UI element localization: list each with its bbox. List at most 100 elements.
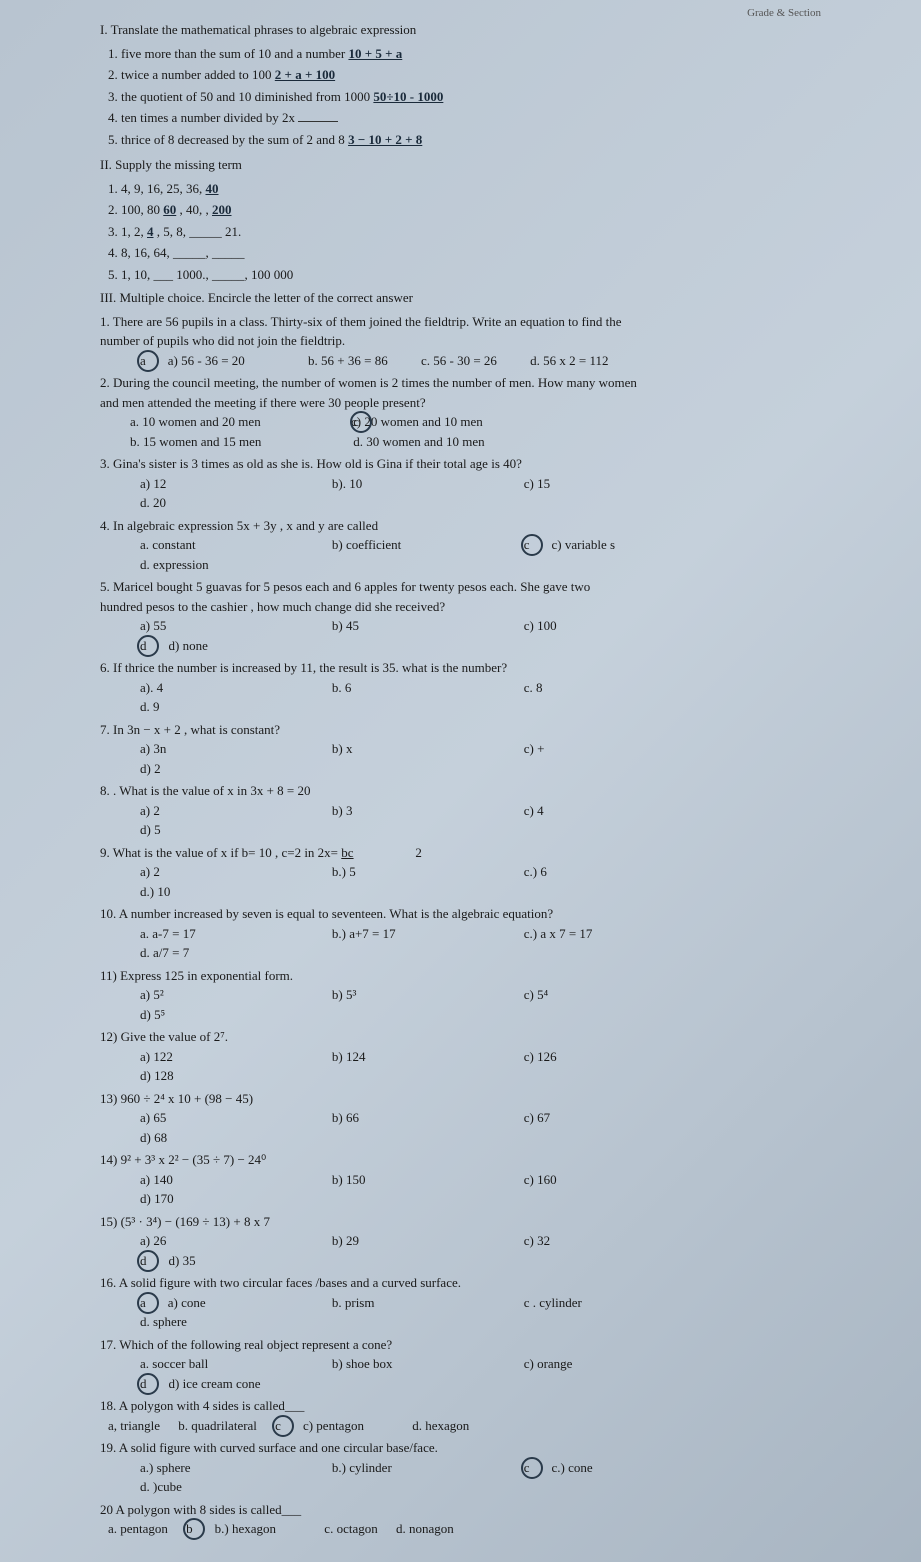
q14-c: c) 160 xyxy=(524,1170,683,1190)
q9: 9. What is the value of x if b= 10 , c=2… xyxy=(100,843,861,902)
q12-a: a) 122 xyxy=(140,1047,299,1067)
q9-choices: a) 2 b.) 5 c.) 6 d.) 10 xyxy=(100,862,861,901)
q16: 16. A solid figure with two circular fac… xyxy=(100,1273,861,1332)
q4-c-circled: c xyxy=(524,535,530,555)
q17-a: a. soccer ball xyxy=(140,1354,299,1374)
p1-i3-text: the quotient of 50 and 10 diminished fro… xyxy=(121,89,370,104)
p1-i5-num: 5. xyxy=(108,132,118,147)
q7-text: 7. In 3n − x + 2 , what is constant? xyxy=(100,720,861,740)
q14-a: a) 140 xyxy=(140,1170,299,1190)
p1-i4-blank xyxy=(298,121,338,122)
q2: 2. During the council meeting, the numbe… xyxy=(100,373,861,451)
q16-c: c . cylinder xyxy=(524,1293,683,1313)
q18-d: d. hexagon xyxy=(412,1416,469,1436)
q2-row1: a. 10 women and 20 men cc) 20 women and … xyxy=(100,412,861,432)
q1-choices: aa) 56 - 36 = 20 b. 56 + 36 = 86 c. 56 -… xyxy=(100,351,861,371)
p2-i2-ans: 200 xyxy=(212,202,232,217)
q2-text: 2. During the council meeting, the numbe… xyxy=(100,373,861,393)
q19-text: 19. A solid figure with curved surface a… xyxy=(100,1438,861,1458)
p1-i3-num: 3. xyxy=(108,89,118,104)
q3-a: a) 12 xyxy=(140,474,299,494)
q5-text2: hundred pesos to the cashier , how much … xyxy=(100,597,861,617)
p2-i3-rest: , 5, 8, _____ 21. xyxy=(157,224,242,239)
q6-c: c. 8 xyxy=(524,678,683,698)
q20-d: d. nonagon xyxy=(396,1519,454,1539)
q8: 8. . What is the value of x in 3x + 8 = … xyxy=(100,781,861,840)
q16-a: a) cone xyxy=(168,1293,206,1313)
q17-text: 17. Which of the following real object r… xyxy=(100,1335,861,1355)
q14-text: 14) 9² + 3³ x 2² − (35 ÷ 7) − 24⁰ xyxy=(100,1150,861,1170)
q4-b: b) coefficient xyxy=(332,535,491,555)
p1-i5-text: thrice of 8 decreased by the sum of 2 an… xyxy=(121,132,345,147)
q14-b: b) 150 xyxy=(332,1170,491,1190)
p2-i1-line: 1. 4, 9, 16, 25, 36, xyxy=(108,181,202,196)
q4-a: a. constant xyxy=(140,535,299,555)
p1-item-2: 2. twice a number added to 100 2 + a + 1… xyxy=(100,65,861,85)
q14-choices: a) 140 b) 150 c) 160 d) 170 xyxy=(100,1170,861,1209)
q20-a: a. pentagon xyxy=(108,1519,168,1539)
q7-a: a) 3n xyxy=(140,739,299,759)
q5-choices: a) 55 b) 45 c) 100 dd) none xyxy=(100,616,861,655)
q20-b-circled: b xyxy=(186,1519,193,1539)
q8-a: a) 2 xyxy=(140,801,299,821)
q19-c-circled: c xyxy=(524,1458,530,1478)
p1-i4-num: 4. xyxy=(108,110,118,125)
part2-title: II. Supply the missing term xyxy=(100,155,861,175)
p1-i4-text: ten times a number divided by 2x xyxy=(121,110,295,125)
q5-d-circled: d xyxy=(140,636,147,656)
q6-a: a). 4 xyxy=(140,678,299,698)
q20: 20 A polygon with 8 sides is called___ a… xyxy=(100,1500,861,1539)
p1-i1-text: five more than the sum of 10 and a numbe… xyxy=(121,46,345,61)
part3-title: III. Multiple choice. Encircle the lette… xyxy=(100,288,861,308)
q8-b: b) 3 xyxy=(332,801,491,821)
p2-i2-line: 2. 100, 80 xyxy=(108,202,160,217)
q1-text: 1. There are 56 pupils in a class. Thirt… xyxy=(100,312,861,332)
q13-b: b) 66 xyxy=(332,1108,491,1128)
q13: 13) 960 ÷ 2⁴ x 10 + (98 − 45) a) 65 b) 6… xyxy=(100,1089,861,1148)
q15-a: a) 26 xyxy=(140,1231,299,1251)
q15-d-circled: d xyxy=(140,1251,147,1271)
q15-text: 15) (5³ · 3⁴) − (169 ÷ 13) + 8 x 7 xyxy=(100,1212,861,1232)
q16-choices: aa) cone b. prism c . cylinder d. sphere xyxy=(100,1293,861,1332)
q2-c-circled: c xyxy=(353,412,359,432)
q5-d: d) none xyxy=(169,636,208,656)
p2-i3-line: 3. 1, 2, xyxy=(108,224,144,239)
q11-choices: a) 5² b) 5³ c) 5⁴ d) 5⁵ xyxy=(100,985,861,1024)
q12-c: c) 126 xyxy=(524,1047,683,1067)
q15-c: c) 32 xyxy=(524,1231,683,1251)
q15: 15) (5³ · 3⁴) − (169 ÷ 13) + 8 x 7 a) 26… xyxy=(100,1212,861,1271)
p2-i3-mid: 4 xyxy=(147,224,154,239)
q3: 3. Gina's sister is 3 times as old as sh… xyxy=(100,454,861,513)
q10-text: 10. A number increased by seven is equal… xyxy=(100,904,861,924)
q8-text: 8. . What is the value of x in 3x + 8 = … xyxy=(100,781,861,801)
q13-c: c) 67 xyxy=(524,1108,683,1128)
q6-d: d. 9 xyxy=(140,697,299,717)
q7-c: c) + xyxy=(524,739,683,759)
q17-d-circled: d xyxy=(140,1374,147,1394)
q15-b: b) 29 xyxy=(332,1231,491,1251)
q6-b: b. 6 xyxy=(332,678,491,698)
q9-b: b.) 5 xyxy=(332,862,491,882)
p2-item-3: 3. 1, 2, 4 , 5, 8, _____ 21. xyxy=(100,222,861,242)
q1: 1. There are 56 pupils in a class. Thirt… xyxy=(100,312,861,371)
q3-choices: a) 12 b). 10 c) 15 d. 20 xyxy=(100,474,861,513)
q9-c: c.) 6 xyxy=(524,862,683,882)
q20-b: b.) hexagon xyxy=(215,1519,276,1539)
q19-b: b.) cylinder xyxy=(332,1458,491,1478)
q16-d: d. sphere xyxy=(140,1312,299,1332)
q16-b: b. prism xyxy=(332,1293,491,1313)
q14: 14) 9² + 3³ x 2² − (35 ÷ 7) − 24⁰ a) 140… xyxy=(100,1150,861,1209)
q12-d: d) 128 xyxy=(140,1066,299,1086)
q13-choices: a) 65 b) 66 c) 67 d) 68 xyxy=(100,1108,861,1147)
q13-a: a) 65 xyxy=(140,1108,299,1128)
q4: 4. In algebraic expression 5x + 3y , x a… xyxy=(100,516,861,575)
q11-b: b) 5³ xyxy=(332,985,491,1005)
q10-d: d. a/7 = 7 xyxy=(140,943,299,963)
q8-choices: a) 2 b) 3 c) 4 d) 5 xyxy=(100,801,861,840)
q10-c: c.) a x 7 = 17 xyxy=(524,924,683,944)
q2-b: b. 15 women and 15 men xyxy=(130,432,350,452)
grade-section-label: Grade & Section xyxy=(747,5,821,22)
q2-text2: and men attended the meeting if there we… xyxy=(100,393,861,413)
q17-b: b) shoe box xyxy=(332,1354,491,1374)
q9-d: d.) 10 xyxy=(140,882,299,902)
